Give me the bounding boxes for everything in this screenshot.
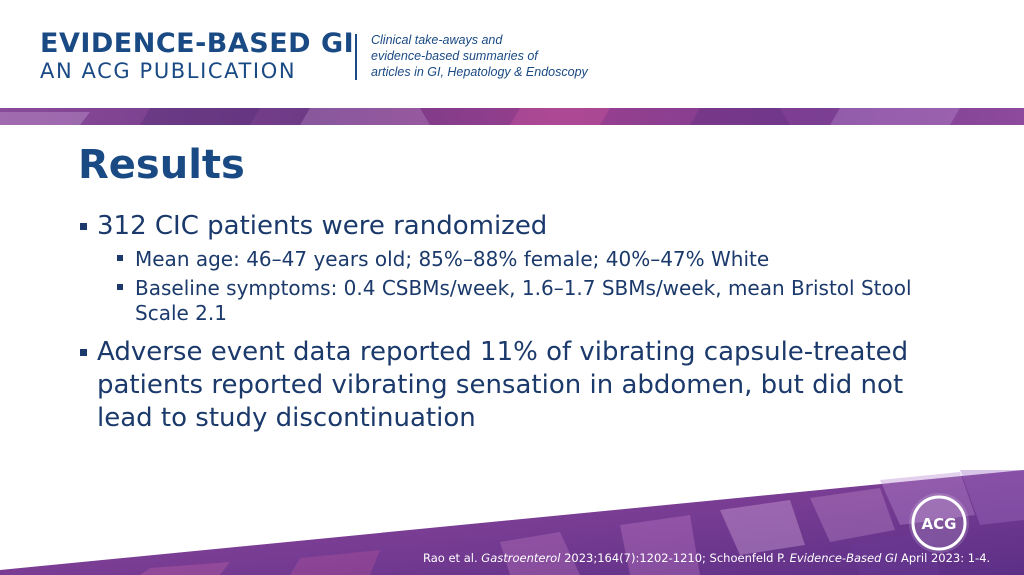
sub-bullet-marker xyxy=(117,284,123,290)
header: EVIDENCE-BASED GI AN ACG PUBLICATION Cli… xyxy=(0,0,1024,108)
brand-divider xyxy=(355,34,357,80)
citation-text: Rao et al. xyxy=(423,551,482,565)
slide-title: Results xyxy=(78,142,245,188)
bullet-text: 312 CIC patients were randomized xyxy=(97,211,548,241)
tagline-line: articles in GI, Hepatology & Endoscopy xyxy=(371,65,588,79)
tagline: Clinical take-aways and evidence-based s… xyxy=(371,32,588,80)
bullet-marker xyxy=(80,349,87,356)
decorative-band xyxy=(0,108,1024,125)
citation: Rao et al. Gastroenterol 2023;164(7):120… xyxy=(423,551,990,565)
bullet-list: 312 CIC patients were randomized Mean ag… xyxy=(80,210,940,435)
bullet-marker xyxy=(80,223,87,230)
brand-title: EVIDENCE-BASED GI xyxy=(40,28,355,59)
acg-logo-text: ACG xyxy=(922,515,957,533)
bottom-decoration xyxy=(0,470,1024,575)
bullet-text: Adverse event data reported 11% of vibra… xyxy=(97,337,909,433)
sub-bullet-text: Baseline symptoms: 0.4 CSBMs/week, 1.6–1… xyxy=(135,276,912,325)
bottom-graphic xyxy=(0,470,1024,575)
bullet-item: 312 CIC patients were randomized xyxy=(80,210,940,243)
band-graphic xyxy=(0,108,1024,125)
brand-subtitle: AN ACG PUBLICATION xyxy=(40,59,297,83)
tagline-line: evidence-based summaries of xyxy=(371,49,538,63)
sub-bullet-item: Baseline symptoms: 0.4 CSBMs/week, 1.6–1… xyxy=(80,276,940,326)
sub-bullet-text: Mean age: 46–47 years old; 85%–88% femal… xyxy=(135,247,770,271)
bullet-item: Adverse event data reported 11% of vibra… xyxy=(80,336,940,435)
tagline-line: Clinical take-aways and xyxy=(371,33,503,47)
citation-journal: Gastroenterol xyxy=(481,551,561,565)
citation-text: 2023;164(7):1202-1210; Schoenfeld P. xyxy=(560,551,790,565)
sub-bullet-marker xyxy=(117,255,123,261)
acg-logo: ACG xyxy=(909,493,969,553)
citation-journal: Evidence-Based GI xyxy=(789,551,898,565)
sub-bullet-item: Mean age: 46–47 years old; 85%–88% femal… xyxy=(80,247,940,272)
citation-text: April 2023: 1-4. xyxy=(897,551,991,565)
